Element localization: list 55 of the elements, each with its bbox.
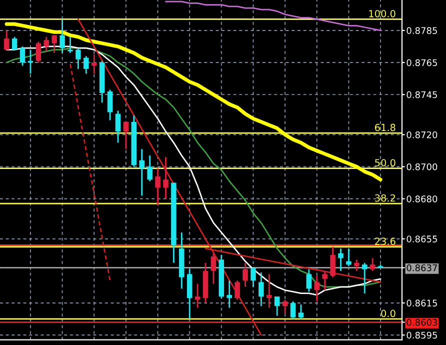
y-tick-label: 0.8637	[406, 264, 437, 272]
candlestick	[123, 121, 129, 150]
candlestick	[266, 273, 272, 308]
candlestick	[322, 270, 328, 291]
candlestick	[12, 36, 18, 50]
candlestick	[210, 252, 216, 284]
candlestick	[354, 258, 360, 272]
candlestick	[36, 40, 42, 64]
candlestick	[155, 168, 160, 206]
candlestick	[107, 89, 113, 121]
annotation: 100.0	[369, 10, 396, 18]
candlestick	[52, 34, 57, 54]
candlestick	[338, 248, 344, 272]
candlestick	[76, 47, 81, 70]
y-tick-label: 0.8595	[406, 332, 437, 339]
y-tick-label: 0.8603	[406, 318, 438, 326]
candlestick	[258, 272, 264, 307]
annotation: 50.0	[375, 159, 396, 166]
candlestick	[68, 36, 73, 54]
candlestick	[20, 46, 26, 66]
candlestick	[4, 30, 10, 50]
candlestick	[139, 148, 144, 196]
candlestick	[306, 268, 312, 292]
annotation: 38.2	[375, 194, 395, 202]
candlestick	[163, 156, 168, 200]
candlestick	[242, 262, 248, 288]
candlestick	[330, 246, 336, 278]
candlestick	[250, 266, 256, 288]
candlestick	[346, 248, 352, 267]
y-tick-label: 0.8785	[406, 27, 437, 34]
candlestick	[226, 280, 232, 308]
candlestick	[147, 154, 152, 182]
y-tick-label: 0.8765	[406, 59, 437, 66]
candlestick	[91, 54, 97, 74]
y-tick-label: 0.8680	[406, 195, 438, 202]
candlestick	[115, 110, 121, 144]
candlestick	[234, 280, 240, 300]
candlestick	[290, 300, 296, 320]
candlestick	[370, 257, 376, 272]
y-tick-label: 0.8615	[406, 300, 437, 307]
candlestick	[314, 275, 320, 302]
y-tick-label: 0.8720	[406, 131, 438, 138]
annotation: 0.0	[381, 310, 396, 318]
annotation: 61.8	[375, 124, 396, 132]
y-tick-label: 0.8700	[406, 163, 438, 170]
candlestick	[60, 18, 65, 54]
candlestick	[84, 55, 89, 74]
candlestick	[298, 304, 304, 320]
annotation: 23.6	[375, 238, 396, 245]
candlestick	[274, 296, 280, 316]
candlestick	[362, 262, 368, 294]
y-tick-label: 0.8745	[406, 91, 437, 98]
candlestick	[194, 283, 200, 308]
candlestick	[44, 36, 50, 52]
y-tick-label: 0.8655	[406, 236, 437, 242]
